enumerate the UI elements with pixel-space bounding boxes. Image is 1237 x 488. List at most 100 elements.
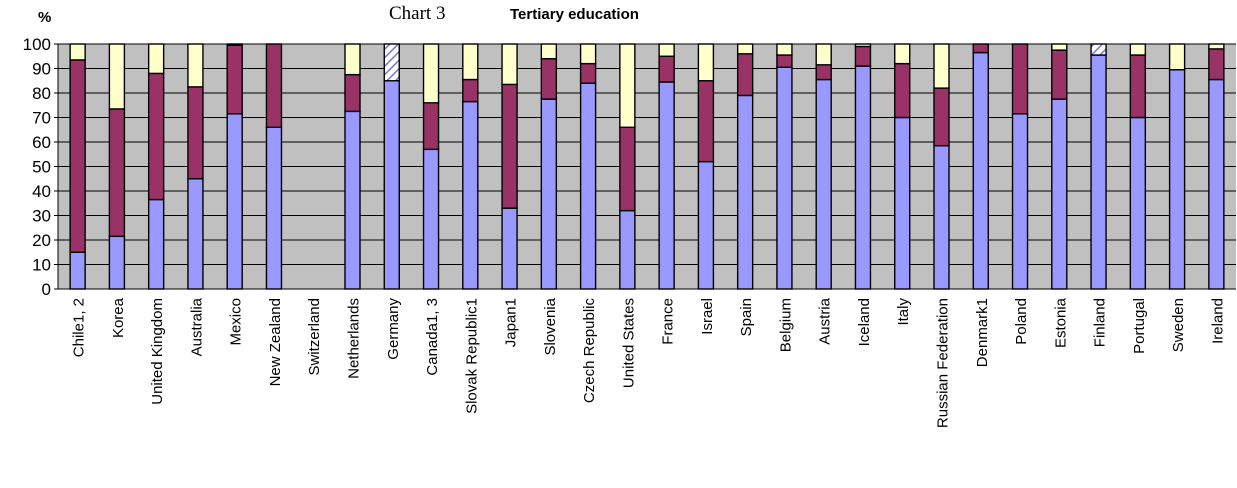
gridlines <box>58 43 1236 290</box>
x-tick-label: Russian Federation <box>935 298 952 428</box>
bar-segment-3 <box>147 43 165 75</box>
y-tick-label: 90 <box>32 60 51 79</box>
x-tick-label: Switzerland <box>306 298 323 376</box>
bar-segment-1 <box>1090 54 1107 290</box>
bar-segment-2 <box>736 53 754 97</box>
x-tick-label: Czech Republic <box>581 298 598 404</box>
bar-segment-1 <box>69 251 86 290</box>
bar-segment-2 <box>147 72 165 201</box>
bar-segment-1 <box>383 80 400 290</box>
x-tick-label: Australia <box>188 297 205 356</box>
bar-segment-1 <box>540 98 558 290</box>
bar-segment-3 <box>1129 43 1147 56</box>
y-tick-label: 70 <box>32 109 51 128</box>
bar-segment-2 <box>776 54 793 68</box>
x-tick-label: Italy <box>895 298 912 326</box>
bar-segment-2 <box>579 62 597 84</box>
x-tick-label: Belgium <box>777 298 794 352</box>
bar-segment-3 <box>658 43 675 57</box>
bar-segment-1 <box>697 160 715 290</box>
y-tick-label: 100 <box>23 35 51 54</box>
bar-segment-1 <box>972 51 989 290</box>
bar-segment-3 <box>69 43 86 61</box>
bar-segment-3 <box>1051 43 1068 51</box>
chart-title: Tertiary education <box>510 6 639 23</box>
x-tick-label: Japan1 <box>503 298 520 347</box>
bar-segment-1 <box>1168 69 1186 290</box>
bar-segment-1 <box>736 94 754 290</box>
x-tick-label: Sweden <box>1170 298 1187 352</box>
bar-segment-2 <box>69 59 86 253</box>
x-tick-label: Estonia <box>1052 297 1069 348</box>
bar-segment-2 <box>226 44 243 115</box>
y-axis-unit-label: % <box>38 9 51 26</box>
bar-segment-3 <box>894 43 911 65</box>
bar-segment-3 <box>579 43 597 65</box>
bar-segment-3 <box>226 43 243 46</box>
bar-segment-3 <box>619 43 636 129</box>
bar-segment-1 <box>658 81 675 290</box>
bar-segment-2 <box>344 73 361 113</box>
bar-segment-2 <box>1208 48 1225 81</box>
bar-segment-1 <box>1129 116 1147 290</box>
bar-segment-2 <box>933 87 950 147</box>
y-tick-label: 30 <box>32 207 51 226</box>
y-tick-label: 50 <box>32 158 51 177</box>
bar-segment-3 <box>501 43 518 86</box>
x-tick-label: Chile1, 2 <box>71 298 88 357</box>
x-tick-label: Denmark1 <box>974 298 991 367</box>
x-tick-label: Finland <box>1092 298 1109 347</box>
bar-segment-1 <box>344 110 361 290</box>
x-tick-label: Austria <box>817 297 834 344</box>
bar-segment-4 <box>1090 43 1107 56</box>
bar-segment-2 <box>422 102 440 151</box>
bar-segment-3 <box>187 43 204 88</box>
bar-segment-1 <box>422 148 440 290</box>
bar-segment-1 <box>108 235 126 290</box>
x-tick-label: Canada1, 3 <box>424 298 441 376</box>
bar-segment-1 <box>776 66 793 290</box>
bar-segment-2 <box>894 62 911 119</box>
bar-segment-1 <box>501 207 518 290</box>
x-tick-label: Germany <box>385 298 402 360</box>
x-tick-label: Korea <box>110 297 127 338</box>
bar-segment-3 <box>422 43 440 104</box>
bar-segment-2 <box>1011 43 1029 115</box>
x-tick-label: Poland <box>1013 298 1030 345</box>
y-tick-label: 80 <box>32 84 51 103</box>
y-tick-label: 20 <box>32 231 51 250</box>
x-tick-label: Ireland <box>1209 298 1226 344</box>
bar-segment-1 <box>894 116 911 290</box>
bar-segment-3 <box>1208 43 1225 50</box>
bar-segment-1 <box>147 198 165 290</box>
y-tick-label: 0 <box>42 280 51 299</box>
bar-segment-1 <box>265 126 283 290</box>
bar-segment-3 <box>697 43 715 82</box>
y-tick-label: 40 <box>32 182 51 201</box>
bar-segment-3 <box>108 43 126 110</box>
bar-segment-1 <box>187 178 204 290</box>
chart-number-label: Chart 3 <box>389 3 445 24</box>
bar-segment-3 <box>736 43 754 55</box>
bar-segment-2 <box>619 126 636 212</box>
bar-segment-2 <box>501 83 518 209</box>
bar-segment-3 <box>462 43 479 81</box>
x-axis: Chile1, 2 Korea United Kingdom Australia Mex… <box>71 297 1227 428</box>
bar-segment-1 <box>1208 78 1225 290</box>
y-tick-label: 10 <box>32 256 51 275</box>
bar-segment-2 <box>108 108 126 238</box>
x-tick-label: New Zealand <box>267 298 284 386</box>
x-tick-label: Slovenia <box>542 297 559 355</box>
bar-segment-1 <box>933 144 950 290</box>
bar-segment-3 <box>1168 43 1186 71</box>
bar-segment-3 <box>776 43 793 56</box>
bar-segment-2 <box>854 45 872 67</box>
x-tick-label: United States <box>620 298 637 388</box>
x-tick-label: Netherlands <box>346 298 363 379</box>
x-tick-label: France <box>660 298 677 345</box>
bar-segment-2 <box>540 58 558 100</box>
y-axis: 0 10 20 30 40 50 60 70 80 90 100 <box>23 35 58 299</box>
x-tick-label: Slovak Republic1 <box>463 298 480 414</box>
bar-segment-1 <box>815 78 832 290</box>
